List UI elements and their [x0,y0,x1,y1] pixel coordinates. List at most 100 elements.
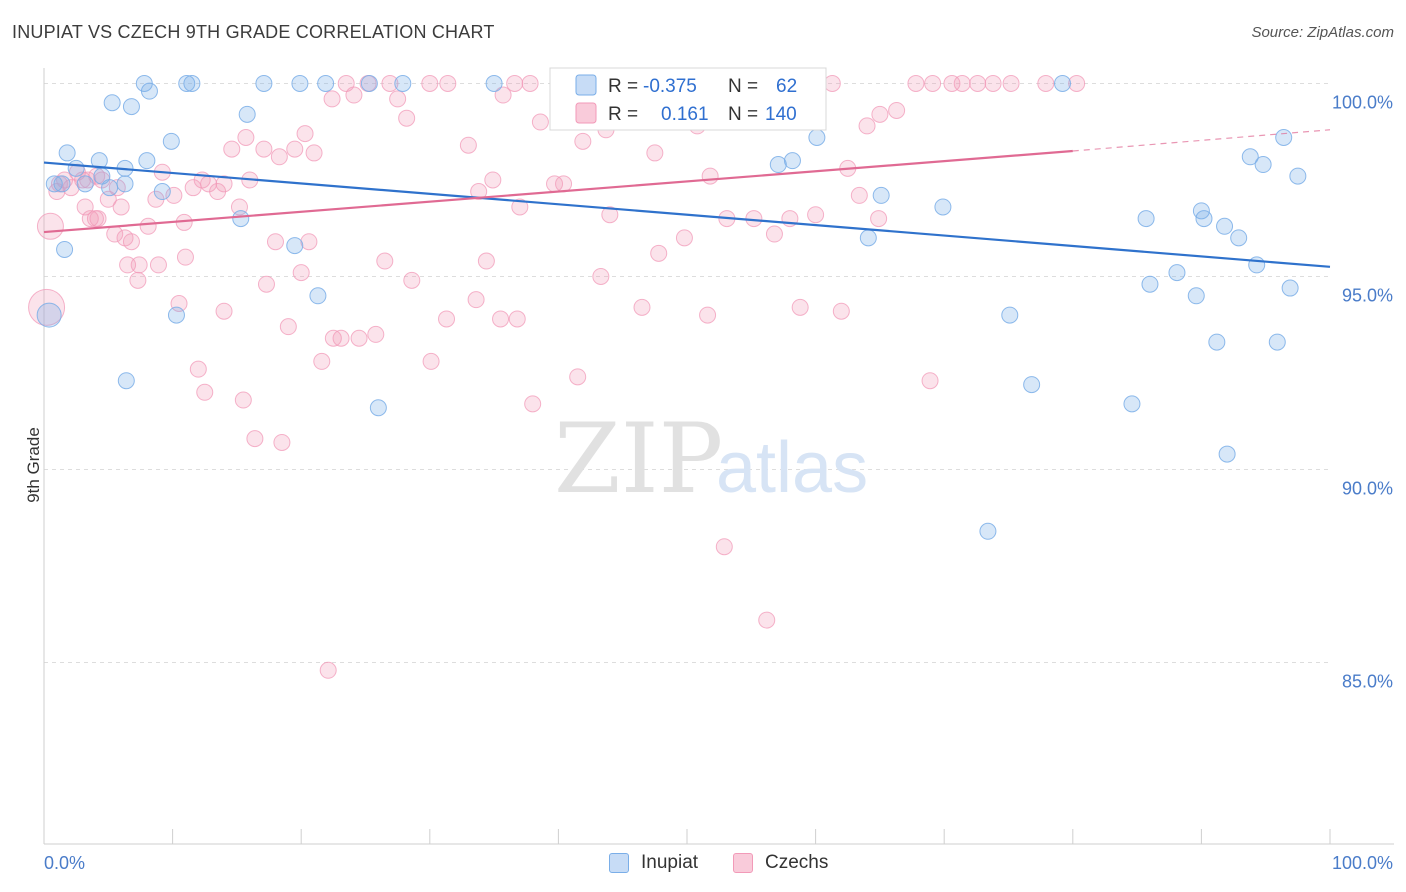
czechs-point [246,430,264,448]
inupiat-point [783,152,801,170]
czechs-point [870,210,888,228]
legend-r-label: R = [608,104,638,125]
inupiat-point [162,132,180,150]
czechs-point [319,661,337,679]
czechs-point [601,206,619,224]
czechs-point [122,233,140,251]
inupiat-point [1208,333,1226,351]
czechs-swatch [733,853,753,873]
inupiat-point [369,399,387,417]
czechs-point [953,74,971,92]
legend-swatch-inupiat [575,74,597,96]
czechs-point [715,538,733,556]
inupiat-point [1141,275,1159,293]
inupiat-trend-line [43,161,1331,268]
inupiat-point [1241,148,1259,166]
czechs-point [633,298,651,316]
inupiat-point [140,82,158,100]
czechs-point [438,310,456,328]
czechs-point [398,109,416,127]
inupiat-point [76,175,94,193]
inupiat-point [1268,333,1286,351]
grid-lines [44,82,1330,664]
czechs-point [477,252,495,270]
czechs-point [389,90,407,108]
legend-n-value: 62 [776,76,797,97]
inupiat-point [1137,210,1155,228]
inupiat-point [117,372,135,390]
inupiat-point [56,240,74,258]
legend-item-czechs: Czechs [733,852,828,874]
czechs-point [112,198,130,216]
czechs-point [1037,74,1055,92]
czechs-point [907,74,925,92]
czechs-point [292,264,310,282]
inupiat-point [394,74,412,92]
czechs-point [511,198,529,216]
czechs-point [376,252,394,270]
czechs-point [699,306,717,324]
legend-r-value: -0.375 [643,76,697,97]
czechs-point [888,101,906,119]
inupiat-swatch [609,853,629,873]
inupiat-point [101,179,119,197]
inupiat-point [122,98,140,116]
czechs-point [313,352,331,370]
series-legend: Inupiat Czechs [0,852,1406,878]
inupiat-point [1195,210,1213,228]
y-axis-label: 9th Grade [24,427,43,503]
czechs-point [106,225,124,243]
inupiat-point [808,128,826,146]
trend-lines [43,129,1331,268]
inupiat-point [1123,395,1141,413]
czechs-point [196,383,214,401]
inupiat-point [232,210,250,228]
x-tick-label: 100.0% [1332,853,1393,873]
czechs-point [506,74,524,92]
inupiat-point [238,105,256,123]
legend-r-value: 0.161 [661,104,709,125]
czechs-point [646,144,664,162]
czechs-point [832,302,850,320]
czechs-point [403,271,421,289]
inupiat-point [1275,128,1293,146]
czechs-point [984,74,1002,92]
inupiat-point [1216,217,1234,235]
czechs-point [139,217,157,235]
czechs-point [531,113,549,131]
tick-labels: 100.0% 95.0% 90.0% 85.0% 0.0% 100.0% [44,92,1393,873]
czechs-point [765,225,783,243]
inupiat-point [1168,264,1186,282]
czechs-point [367,325,385,343]
czechs-point [129,271,147,289]
inupiat-point [1230,229,1248,247]
inupiat-point [103,94,121,112]
legend-item-inupiat: Inupiat [609,852,698,874]
czechs-point [592,267,610,285]
legend-swatch-czechs [575,102,597,124]
inupiat-point [859,229,877,247]
inupiat-point [1254,156,1272,174]
y-tick-label: 90.0% [1342,479,1393,499]
czechs-point [675,229,693,247]
czechs-point [234,391,252,409]
czechs-point [323,90,341,108]
czechs-points [28,74,1086,679]
czechs-point [459,136,477,154]
inupiat-point [769,156,787,174]
legend-label-czechs: Czechs [765,852,829,873]
inupiat-points [36,74,1307,540]
czechs-point [266,233,284,251]
y-tick-label: 100.0% [1332,92,1393,112]
watermark: ZIP atlas [554,403,868,515]
czechs-point [350,329,368,347]
inupiat-point [872,186,890,204]
inupiat-point [36,302,62,328]
czechs-point [650,244,668,262]
czechs-point [300,233,318,251]
legend-label-inupiat: Inupiat [641,852,699,873]
czechs-point [850,186,868,204]
czechs-point [470,183,488,201]
legend-r-label: R = [608,76,638,97]
czechs-point [305,144,323,162]
